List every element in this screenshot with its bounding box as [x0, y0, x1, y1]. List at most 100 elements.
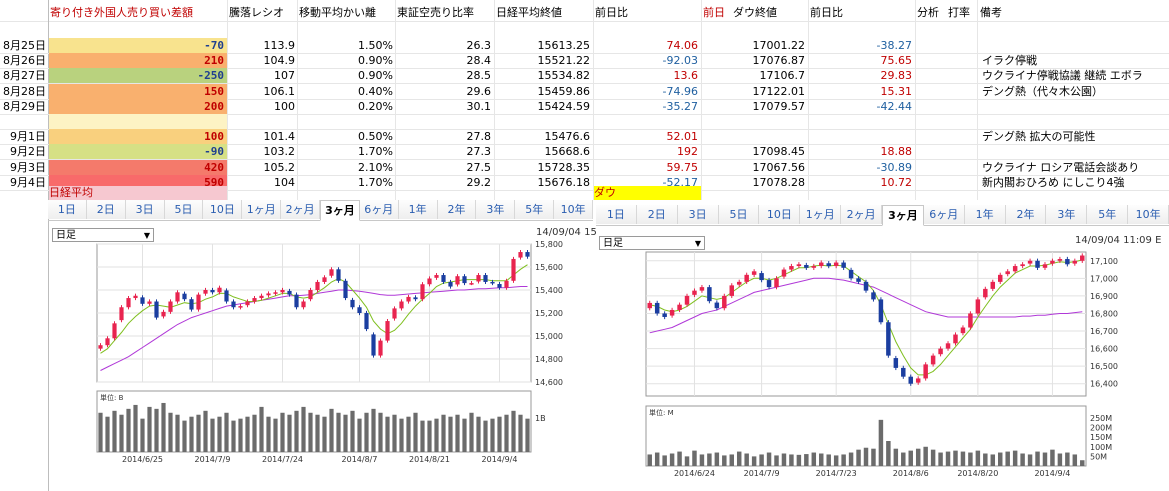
row-dow-close — [703, 114, 805, 129]
row-short-ratio: 28.4 — [466, 54, 492, 68]
row-dow-close: 17076.87 — [752, 54, 806, 68]
price-axis-label: 14,600 — [535, 378, 563, 387]
volume-bar — [154, 408, 159, 452]
dow-tab-1[interactable]: 2日 — [636, 205, 678, 224]
volume-bar — [759, 454, 764, 466]
foreign-orders-cell-bg — [49, 98, 227, 114]
nikkei-tab-10[interactable]: 2年 — [437, 200, 477, 219]
dow-label: ダウ — [594, 186, 701, 200]
dow-tab-2[interactable]: 3日 — [677, 205, 719, 224]
dow-tab-5[interactable]: 1ヶ月 — [800, 205, 842, 224]
candle-body — [722, 295, 727, 309]
candle-body — [1057, 259, 1063, 261]
volume-bar — [654, 452, 660, 466]
volume-axis-label: 50M — [1090, 452, 1107, 461]
candle-body — [930, 355, 936, 365]
nikkei-tab-2[interactable]: 3日 — [125, 200, 165, 219]
row-short-ratio: 26.3 — [466, 39, 492, 52]
candle-body — [315, 281, 320, 290]
nikkei-tab-13[interactable]: 10年 — [554, 200, 594, 219]
candle-body — [744, 274, 749, 282]
candle-body — [504, 280, 509, 288]
dow-tab-8[interactable]: 6ヶ月 — [923, 205, 965, 224]
volume-bar — [744, 453, 749, 466]
candle-body — [841, 262, 846, 268]
dow-tab-0[interactable]: 1日 — [596, 205, 637, 224]
volume-bar — [490, 418, 495, 452]
candle-body — [462, 276, 467, 284]
volume-bar — [336, 412, 341, 452]
price-axis-label: 16,500 — [1090, 362, 1118, 371]
candle-body — [863, 281, 869, 291]
price-axis-label: 16,700 — [1090, 327, 1118, 336]
row-adv-decl: 104.9 — [263, 54, 296, 68]
header-analysis: 分析 — [917, 6, 939, 19]
row-ma-deviation — [299, 114, 393, 129]
volume-bar — [182, 420, 187, 452]
candle-body — [266, 293, 271, 296]
dow-period-select[interactable]: 日足 ▼ — [599, 236, 705, 250]
row-divider — [0, 68, 1169, 70]
candle-body — [287, 290, 292, 295]
row-nikkei-change: 74.06 — [666, 39, 699, 52]
dow-tab-7[interactable]: 3ヶ月 — [882, 205, 924, 226]
volume-bar — [350, 410, 355, 452]
dow-tab-12[interactable]: 5年 — [1087, 205, 1129, 224]
nikkei-tab-0[interactable]: 1日 — [48, 200, 87, 219]
row-dow-close: 17098.45 — [752, 145, 806, 159]
row-divider — [0, 144, 1169, 146]
candle-body — [886, 322, 891, 356]
candle-body — [669, 309, 675, 316]
nikkei-tab-11[interactable]: 3年 — [476, 200, 516, 219]
row-adv-decl: 101.4 — [263, 130, 296, 144]
candle-body — [684, 295, 690, 305]
volume-bar — [833, 455, 839, 466]
dow-tab-6[interactable]: 2ヶ月 — [841, 205, 883, 224]
row-ma-deviation: 1.70% — [358, 145, 393, 159]
volume-bar — [511, 410, 516, 452]
candle-body — [455, 276, 460, 285]
dow-tab-13[interactable]: 10年 — [1128, 205, 1169, 224]
volume-bar — [406, 416, 411, 452]
volume-bar — [729, 454, 734, 466]
nikkei-tab-5[interactable]: 1ヶ月 — [242, 200, 282, 219]
row-divider — [0, 98, 1169, 100]
header-dow-close: ダウ終値 — [733, 6, 777, 19]
nikkei-tab-3[interactable]: 5日 — [164, 200, 204, 219]
row-foreign-orders: 150 — [204, 84, 224, 98]
row-ma-deviation: 0.50% — [358, 130, 393, 144]
nikkei-tab-12[interactable]: 5年 — [515, 200, 555, 219]
volume-bar — [231, 420, 236, 452]
candle-body — [497, 284, 502, 288]
row-nikkei-close: 15521.22 — [537, 54, 591, 68]
date-axis-label: 2014/7/9 — [195, 455, 231, 464]
volume-bar — [901, 452, 906, 466]
dow-tab-4[interactable]: 10日 — [759, 205, 801, 224]
volume-bar — [434, 418, 439, 452]
nikkei-tab-7[interactable]: 3ヶ月 — [320, 200, 360, 221]
volume-bar — [968, 452, 973, 466]
nikkei-tab-9[interactable]: 1年 — [398, 200, 438, 219]
nikkei-tab-6[interactable]: 2ヶ月 — [281, 200, 321, 219]
dow-tab-11[interactable]: 3年 — [1046, 205, 1088, 224]
nikkei-tab-4[interactable]: 10日 — [203, 200, 243, 219]
nikkei-timestamp: 14/09/04 15 — [536, 227, 597, 238]
nikkei-tab-1[interactable]: 2日 — [86, 200, 126, 219]
dow-tab-10[interactable]: 2年 — [1005, 205, 1047, 224]
candle-body — [968, 313, 973, 328]
candle-body — [420, 284, 425, 300]
row-dow-change: 15.31 — [880, 84, 913, 98]
candle-body — [1012, 266, 1018, 272]
nikkei-period-select[interactable]: 日足 ▼ — [52, 228, 154, 242]
nikkei-tab-8[interactable]: 6ヶ月 — [359, 200, 399, 219]
volume-bar — [1020, 453, 1025, 466]
candle-body — [175, 292, 180, 302]
candle-body — [210, 290, 215, 293]
price-axis-label: 16,900 — [1090, 292, 1118, 301]
row-adv-decl: 106.1 — [263, 84, 296, 98]
date-axis-label: 2014/7/24 — [262, 455, 303, 464]
dow-tab-3[interactable]: 5日 — [718, 205, 760, 224]
dow-tab-9[interactable]: 1年 — [964, 205, 1006, 224]
volume-bar — [915, 448, 921, 466]
candle-body — [893, 358, 899, 368]
